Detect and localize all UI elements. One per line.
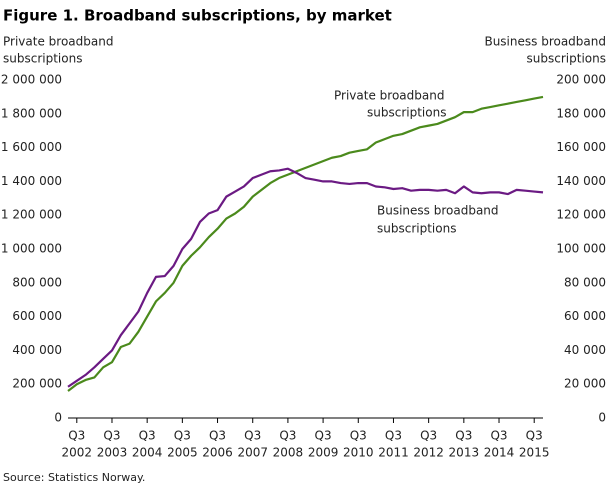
y2-axis-title: Business broadband: [484, 35, 606, 49]
x-tick-label: Q3: [68, 429, 85, 443]
x-tick-label: 2005: [167, 446, 198, 460]
x-tick-label: 2013: [449, 446, 480, 460]
x-tick-label: Q3: [174, 429, 191, 443]
y-tick-label: 1 400 000: [1, 174, 62, 188]
y-tick-label: 1 200 000: [1, 208, 62, 222]
x-tick-label: Q3: [455, 429, 472, 443]
x-tick-label: 2007: [237, 446, 268, 460]
y-tick-label: 800 000: [12, 275, 62, 289]
x-tick-label: 2011: [378, 446, 409, 460]
x-tick-label: 2002: [62, 446, 93, 460]
y-tick-label: 400 000: [12, 343, 62, 357]
y-tick-label: 1 800 000: [1, 106, 62, 120]
y2-tick-label: 100 000: [556, 242, 606, 256]
x-tick-label: 2014: [484, 446, 515, 460]
x-tick-label: 2004: [132, 446, 163, 460]
series-line: [67, 95, 544, 392]
x-tick-label: Q3: [209, 429, 226, 443]
source: Source: Statistics Norway.: [3, 471, 145, 484]
x-tick-label: Q3: [244, 429, 261, 443]
x-tick-label: Q3: [420, 429, 437, 443]
y-tick-label: 600 000: [12, 309, 62, 323]
x-tick-label: Q3: [385, 429, 402, 443]
y2-tick-label: 20 000: [564, 377, 606, 391]
y2-tick-label: 160 000: [556, 140, 606, 154]
x-tick-label: Q3: [139, 429, 156, 443]
x-tick-label: 2012: [413, 446, 444, 460]
y2-tick-label: 40 000: [564, 343, 606, 357]
x-tick-label: 2015: [519, 446, 550, 460]
x-tick-label: Q3: [526, 429, 543, 443]
y2-tick-label: 140 000: [556, 174, 606, 188]
x-tick-label: Q3: [490, 429, 507, 443]
x-tick-label: 2003: [97, 446, 128, 460]
y-tick-label: 1 000 000: [1, 242, 62, 256]
y2-tick-label: 80 000: [564, 275, 606, 289]
y-tick-label: 200 000: [12, 377, 62, 391]
y-tick-label: 0: [54, 411, 62, 425]
annotation: subscriptions: [367, 106, 446, 120]
y-axis-title: subscriptions: [3, 52, 82, 66]
x-tick-label: 2010: [343, 446, 374, 460]
x-tick-label: Q3: [315, 429, 332, 443]
x-tick-label: Q3: [103, 429, 120, 443]
annotation: Business broadband: [377, 204, 499, 218]
annotation: Private broadband: [334, 89, 444, 103]
x-tick-label: Q3: [350, 429, 367, 443]
y-tick-label: 2 000 000: [1, 73, 62, 87]
x-tick-label: 2006: [202, 446, 233, 460]
annotation: subscriptions: [377, 222, 456, 236]
y-tick-label: 1 600 000: [1, 140, 62, 154]
chart-title: Figure 1. Broadband subscriptions, by ma…: [3, 7, 392, 25]
y2-axis-title: subscriptions: [527, 52, 606, 66]
y2-tick-label: 200 000: [556, 73, 606, 87]
y2-tick-label: 60 000: [564, 309, 606, 323]
x-tick-label: Q3: [279, 429, 296, 443]
x-tick-label: 2008: [273, 446, 304, 460]
y-axis-title: Private broadband: [3, 35, 113, 49]
series-line: [67, 167, 544, 388]
y2-tick-label: 0: [598, 411, 606, 425]
x-tick-label: 2009: [308, 446, 339, 460]
y2-tick-label: 180 000: [556, 106, 606, 120]
y2-tick-label: 120 000: [556, 208, 606, 222]
